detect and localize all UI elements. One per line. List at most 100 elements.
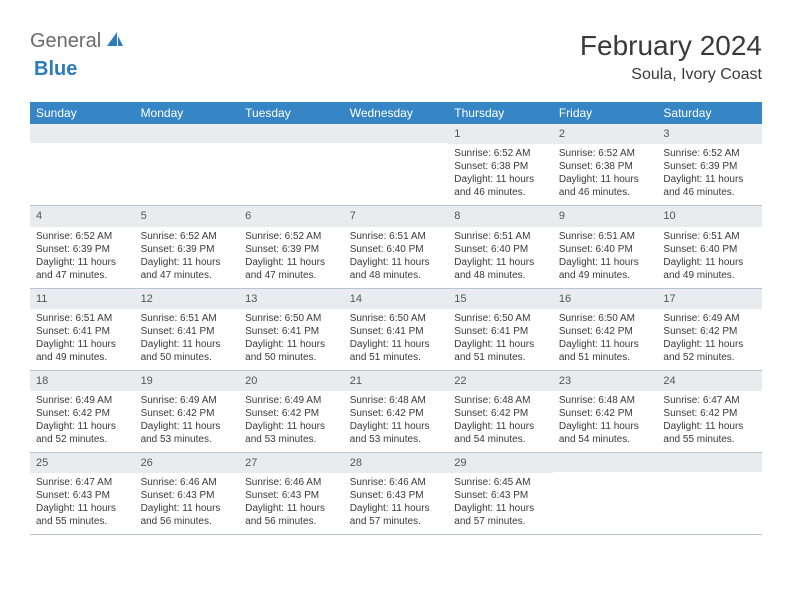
day-details: Sunrise: 6:49 AMSunset: 6:42 PMDaylight:… xyxy=(135,391,240,452)
daylight-line-2: and 47 minutes. xyxy=(141,269,234,282)
sunset-line: Sunset: 6:41 PM xyxy=(350,325,443,338)
daylight-line-1: Daylight: 11 hours xyxy=(350,256,443,269)
daylight-line-1: Daylight: 11 hours xyxy=(559,338,652,351)
sunrise-line: Sunrise: 6:48 AM xyxy=(350,394,443,407)
day-cell: 10Sunrise: 6:51 AMSunset: 6:40 PMDayligh… xyxy=(657,206,762,287)
day-details: Sunrise: 6:50 AMSunset: 6:41 PMDaylight:… xyxy=(344,309,449,370)
daylight-line-1: Daylight: 11 hours xyxy=(663,173,756,186)
sunset-line: Sunset: 6:39 PM xyxy=(36,243,129,256)
day-number: 20 xyxy=(239,371,344,391)
day-cell: 4Sunrise: 6:52 AMSunset: 6:39 PMDaylight… xyxy=(30,206,135,287)
day-number: 25 xyxy=(30,453,135,473)
sunset-line: Sunset: 6:43 PM xyxy=(141,489,234,502)
day-cell xyxy=(553,453,658,534)
sunset-line: Sunset: 6:40 PM xyxy=(663,243,756,256)
daylight-line-2: and 50 minutes. xyxy=(141,351,234,364)
sunset-line: Sunset: 6:42 PM xyxy=(454,407,547,420)
weekday-label: Friday xyxy=(553,102,658,124)
daylight-line-1: Daylight: 11 hours xyxy=(559,420,652,433)
weeks-container: 1Sunrise: 6:52 AMSunset: 6:38 PMDaylight… xyxy=(30,124,762,535)
daylight-line-1: Daylight: 11 hours xyxy=(245,420,338,433)
day-cell: 29Sunrise: 6:45 AMSunset: 6:43 PMDayligh… xyxy=(448,453,553,534)
brand-name-2: Blue xyxy=(34,58,77,80)
day-details: Sunrise: 6:52 AMSunset: 6:39 PMDaylight:… xyxy=(657,144,762,205)
brand-name-1: General xyxy=(30,30,101,53)
daylight-line-2: and 47 minutes. xyxy=(245,269,338,282)
sunrise-line: Sunrise: 6:50 AM xyxy=(350,312,443,325)
day-number: 3 xyxy=(657,124,762,144)
daylight-line-1: Daylight: 11 hours xyxy=(350,338,443,351)
sunset-line: Sunset: 6:43 PM xyxy=(245,489,338,502)
day-cell: 3Sunrise: 6:52 AMSunset: 6:39 PMDaylight… xyxy=(657,124,762,205)
day-number: 27 xyxy=(239,453,344,473)
weekday-label: Wednesday xyxy=(344,102,449,124)
day-details: Sunrise: 6:50 AMSunset: 6:41 PMDaylight:… xyxy=(239,309,344,370)
day-number: 17 xyxy=(657,289,762,309)
sunset-line: Sunset: 6:42 PM xyxy=(663,407,756,420)
daylight-line-2: and 48 minutes. xyxy=(350,269,443,282)
brand-name-2-wrap: Blue xyxy=(34,58,77,81)
day-details: Sunrise: 6:51 AMSunset: 6:40 PMDaylight:… xyxy=(344,227,449,288)
day-details: Sunrise: 6:47 AMSunset: 6:42 PMDaylight:… xyxy=(657,391,762,452)
day-cell: 5Sunrise: 6:52 AMSunset: 6:39 PMDaylight… xyxy=(135,206,240,287)
day-number: 7 xyxy=(344,206,449,226)
daylight-line-2: and 46 minutes. xyxy=(559,186,652,199)
daylight-line-2: and 51 minutes. xyxy=(350,351,443,364)
day-cell xyxy=(135,124,240,205)
day-number: 22 xyxy=(448,371,553,391)
week-row: 25Sunrise: 6:47 AMSunset: 6:43 PMDayligh… xyxy=(30,453,762,535)
sunrise-line: Sunrise: 6:49 AM xyxy=(663,312,756,325)
sunset-line: Sunset: 6:42 PM xyxy=(141,407,234,420)
day-details: Sunrise: 6:52 AMSunset: 6:39 PMDaylight:… xyxy=(239,227,344,288)
daylight-line-2: and 51 minutes. xyxy=(559,351,652,364)
day-number: 4 xyxy=(30,206,135,226)
daylight-line-1: Daylight: 11 hours xyxy=(36,502,129,515)
sunrise-line: Sunrise: 6:48 AM xyxy=(454,394,547,407)
day-details: Sunrise: 6:50 AMSunset: 6:42 PMDaylight:… xyxy=(553,309,658,370)
daylight-line-1: Daylight: 11 hours xyxy=(350,502,443,515)
daylight-line-1: Daylight: 11 hours xyxy=(559,256,652,269)
daylight-line-2: and 52 minutes. xyxy=(36,433,129,446)
day-details: Sunrise: 6:52 AMSunset: 6:39 PMDaylight:… xyxy=(135,227,240,288)
sunrise-line: Sunrise: 6:49 AM xyxy=(245,394,338,407)
day-number: 11 xyxy=(30,289,135,309)
day-details: Sunrise: 6:48 AMSunset: 6:42 PMDaylight:… xyxy=(553,391,658,452)
week-row: 4Sunrise: 6:52 AMSunset: 6:39 PMDaylight… xyxy=(30,206,762,288)
location: Soula, Ivory Coast xyxy=(580,66,762,84)
sunrise-line: Sunrise: 6:51 AM xyxy=(454,230,547,243)
sunset-line: Sunset: 6:43 PM xyxy=(350,489,443,502)
day-details: Sunrise: 6:51 AMSunset: 6:41 PMDaylight:… xyxy=(30,309,135,370)
day-cell: 6Sunrise: 6:52 AMSunset: 6:39 PMDaylight… xyxy=(239,206,344,287)
day-cell: 16Sunrise: 6:50 AMSunset: 6:42 PMDayligh… xyxy=(553,289,658,370)
sunset-line: Sunset: 6:42 PM xyxy=(350,407,443,420)
sunset-line: Sunset: 6:38 PM xyxy=(454,160,547,173)
day-number: 16 xyxy=(553,289,658,309)
day-cell: 20Sunrise: 6:49 AMSunset: 6:42 PMDayligh… xyxy=(239,371,344,452)
day-number xyxy=(135,124,240,143)
sunset-line: Sunset: 6:41 PM xyxy=(454,325,547,338)
weekday-label: Sunday xyxy=(30,102,135,124)
sunset-line: Sunset: 6:39 PM xyxy=(663,160,756,173)
day-details: Sunrise: 6:52 AMSunset: 6:38 PMDaylight:… xyxy=(553,144,658,205)
day-number xyxy=(657,453,762,472)
day-details: Sunrise: 6:48 AMSunset: 6:42 PMDaylight:… xyxy=(448,391,553,452)
daylight-line-1: Daylight: 11 hours xyxy=(454,338,547,351)
day-cell: 22Sunrise: 6:48 AMSunset: 6:42 PMDayligh… xyxy=(448,371,553,452)
day-cell: 2Sunrise: 6:52 AMSunset: 6:38 PMDaylight… xyxy=(553,124,658,205)
sunrise-line: Sunrise: 6:50 AM xyxy=(245,312,338,325)
sunrise-line: Sunrise: 6:50 AM xyxy=(559,312,652,325)
daylight-line-2: and 54 minutes. xyxy=(454,433,547,446)
sunrise-line: Sunrise: 6:51 AM xyxy=(663,230,756,243)
sunrise-line: Sunrise: 6:51 AM xyxy=(559,230,652,243)
daylight-line-1: Daylight: 11 hours xyxy=(245,256,338,269)
day-cell: 7Sunrise: 6:51 AMSunset: 6:40 PMDaylight… xyxy=(344,206,449,287)
day-number: 6 xyxy=(239,206,344,226)
day-details: Sunrise: 6:51 AMSunset: 6:40 PMDaylight:… xyxy=(448,227,553,288)
day-details: Sunrise: 6:46 AMSunset: 6:43 PMDaylight:… xyxy=(239,473,344,534)
day-details: Sunrise: 6:45 AMSunset: 6:43 PMDaylight:… xyxy=(448,473,553,534)
day-cell xyxy=(344,124,449,205)
week-row: 18Sunrise: 6:49 AMSunset: 6:42 PMDayligh… xyxy=(30,371,762,453)
day-number: 13 xyxy=(239,289,344,309)
day-number: 15 xyxy=(448,289,553,309)
day-cell: 25Sunrise: 6:47 AMSunset: 6:43 PMDayligh… xyxy=(30,453,135,534)
